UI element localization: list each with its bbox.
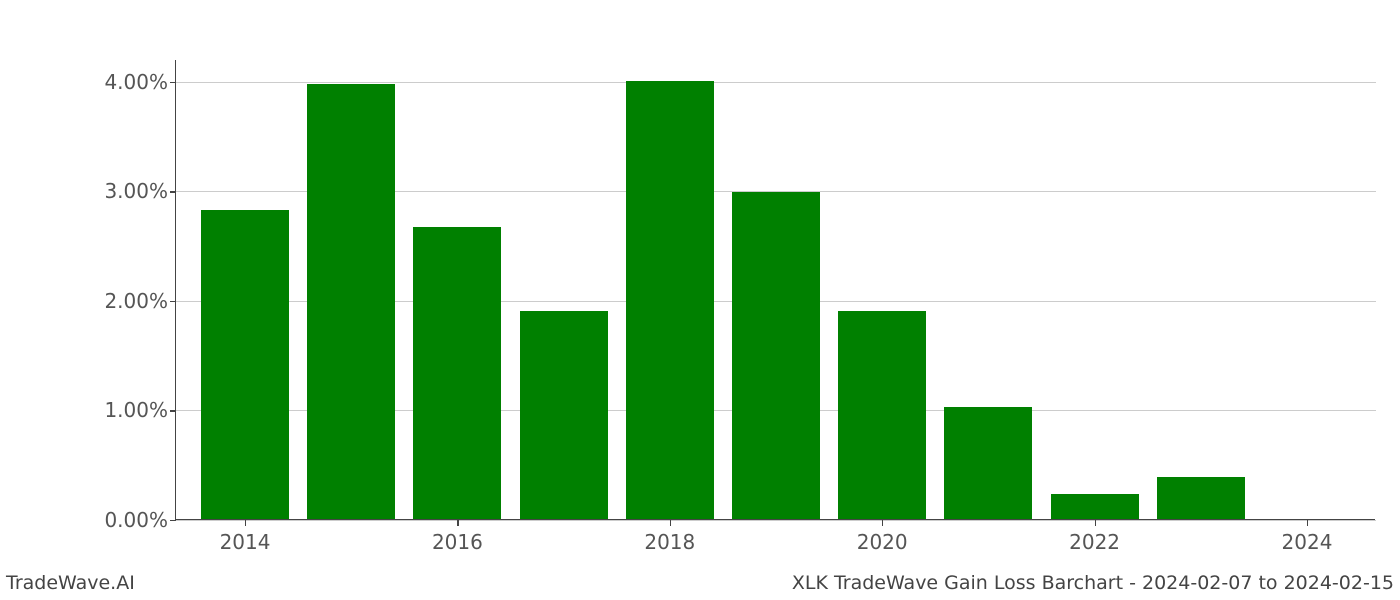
bar-2014 xyxy=(201,210,289,519)
footer-right-text: XLK TradeWave Gain Loss Barchart - 2024-… xyxy=(792,572,1394,594)
x-tick-label: 2022 xyxy=(1069,530,1120,554)
x-tick-label: 2024 xyxy=(1282,530,1333,554)
bar-2019 xyxy=(732,192,820,519)
y-tick-label: 2.00% xyxy=(48,289,168,313)
bar-2017 xyxy=(520,311,608,519)
x-tick-mark xyxy=(1307,520,1308,526)
bar-2021 xyxy=(944,407,1032,519)
y-tick-mark xyxy=(170,301,176,302)
bar-2016 xyxy=(413,227,501,519)
y-tick-mark xyxy=(170,191,176,192)
x-tick-mark xyxy=(882,520,883,526)
y-gridline xyxy=(176,82,1376,83)
y-tick-mark xyxy=(170,410,176,411)
y-tick-label: 0.00% xyxy=(48,508,168,532)
chart-container: 201420162018202020222024 xyxy=(175,60,1375,520)
y-gridline xyxy=(176,520,1376,521)
y-tick-mark xyxy=(170,520,176,521)
y-tick-label: 1.00% xyxy=(48,398,168,422)
bar-2018 xyxy=(626,81,714,519)
y-tick-label: 3.00% xyxy=(48,179,168,203)
x-tick-label: 2014 xyxy=(220,530,271,554)
x-tick-mark xyxy=(457,520,458,526)
bar-2023 xyxy=(1157,477,1245,519)
x-tick-label: 2018 xyxy=(644,530,695,554)
x-tick-mark xyxy=(670,520,671,526)
bar-2020 xyxy=(838,311,926,519)
x-tick-label: 2020 xyxy=(857,530,908,554)
x-tick-label: 2016 xyxy=(432,530,483,554)
bar-2015 xyxy=(307,84,395,519)
x-tick-mark xyxy=(1095,520,1096,526)
bar-2022 xyxy=(1051,494,1139,519)
plot-area: 201420162018202020222024 xyxy=(175,60,1375,520)
y-tick-label: 4.00% xyxy=(48,70,168,94)
y-tick-mark xyxy=(170,82,176,83)
footer-left-text: TradeWave.AI xyxy=(6,572,135,594)
x-tick-mark xyxy=(245,520,246,526)
